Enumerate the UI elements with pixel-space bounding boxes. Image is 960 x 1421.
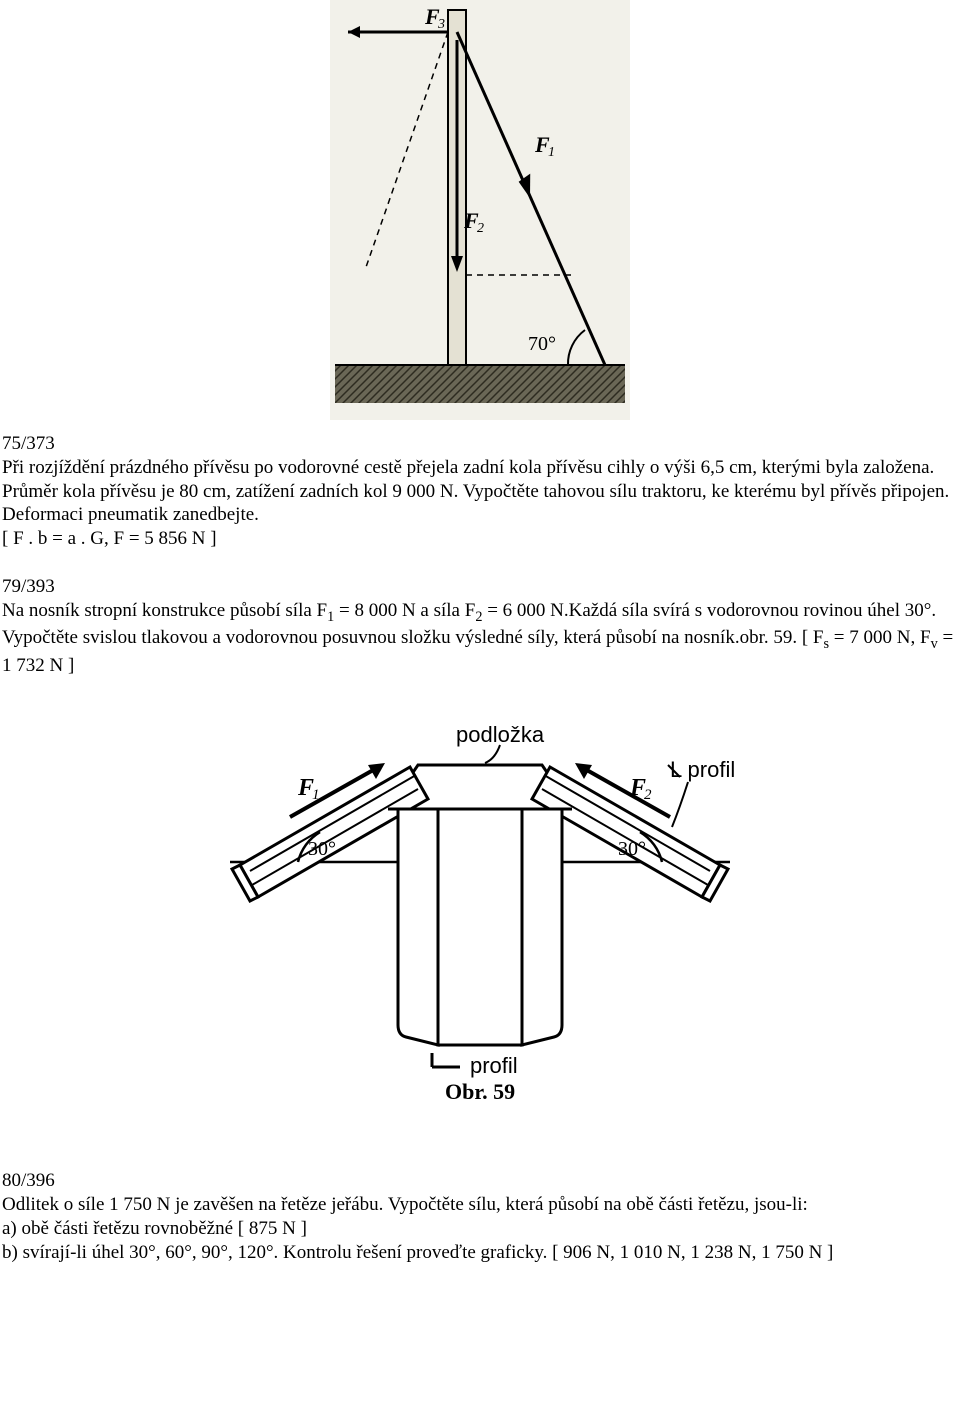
problem-80-a: a) obě části řetězu rovnoběžné [ 875 N ]: [2, 1217, 958, 1241]
text-part: = 7 000 N, F: [829, 627, 931, 648]
problem-80-b: b) svírají-li úhel 30°, 60°, 90°, 120°. …: [2, 1241, 958, 1265]
problem-number: 80/396: [2, 1169, 958, 1193]
label-podlozka: podložka: [456, 722, 545, 747]
problem-75-text: Při rozjíždění prázdného přívěsu po vodo…: [2, 456, 958, 527]
svg-text:3: 3: [437, 17, 445, 32]
figure-caption: Obr. 59: [445, 1079, 515, 1104]
text-part: Na nosník stropní konstrukce působí síla…: [2, 600, 327, 621]
svg-text:2: 2: [644, 787, 652, 803]
subscript: v: [931, 636, 938, 652]
svg-text:70°: 70°: [528, 333, 556, 355]
figure-1-wrap: F 3 F 1 F 2 70°: [0, 0, 960, 426]
svg-text:30°: 30°: [618, 838, 646, 860]
problem-number: 79/393: [2, 575, 958, 599]
svg-text:1: 1: [548, 145, 555, 160]
problem-79-393: 79/393 Na nosník stropní konstrukce půso…: [0, 575, 960, 678]
vertical-profile: [398, 809, 562, 1045]
problem-75-373: 75/373 Při rozjíždění prázdného přívěsu …: [0, 432, 960, 551]
problem-number: 75/373: [2, 432, 958, 456]
problem-75-answer: [ F . b = a . G, F = 5 856 N ]: [2, 527, 958, 551]
text-part: = 8 000 N a síla F: [334, 600, 475, 621]
problem-79-text: Na nosník stropní konstrukce působí síla…: [2, 599, 958, 678]
figure-2-wrap: F 1 F 2 30° 30° podložka L profil profil…: [0, 687, 960, 1113]
figure-1-svg: F 3 F 1 F 2 70°: [330, 0, 630, 420]
label-profil-bottom: profil: [470, 1053, 518, 1078]
figure-2-svg: F 1 F 2 30° 30° podložka L profil profil…: [220, 687, 740, 1107]
svg-text:1: 1: [312, 787, 320, 803]
svg-text:2: 2: [477, 221, 484, 236]
problem-80-396: 80/396 Odlitek o síle 1 750 N je zavěšen…: [0, 1169, 960, 1264]
problem-80-text: Odlitek o síle 1 750 N je zavěšen na řet…: [2, 1193, 958, 1217]
label-lprofil: L profil: [670, 757, 735, 782]
svg-text:30°: 30°: [308, 838, 336, 860]
